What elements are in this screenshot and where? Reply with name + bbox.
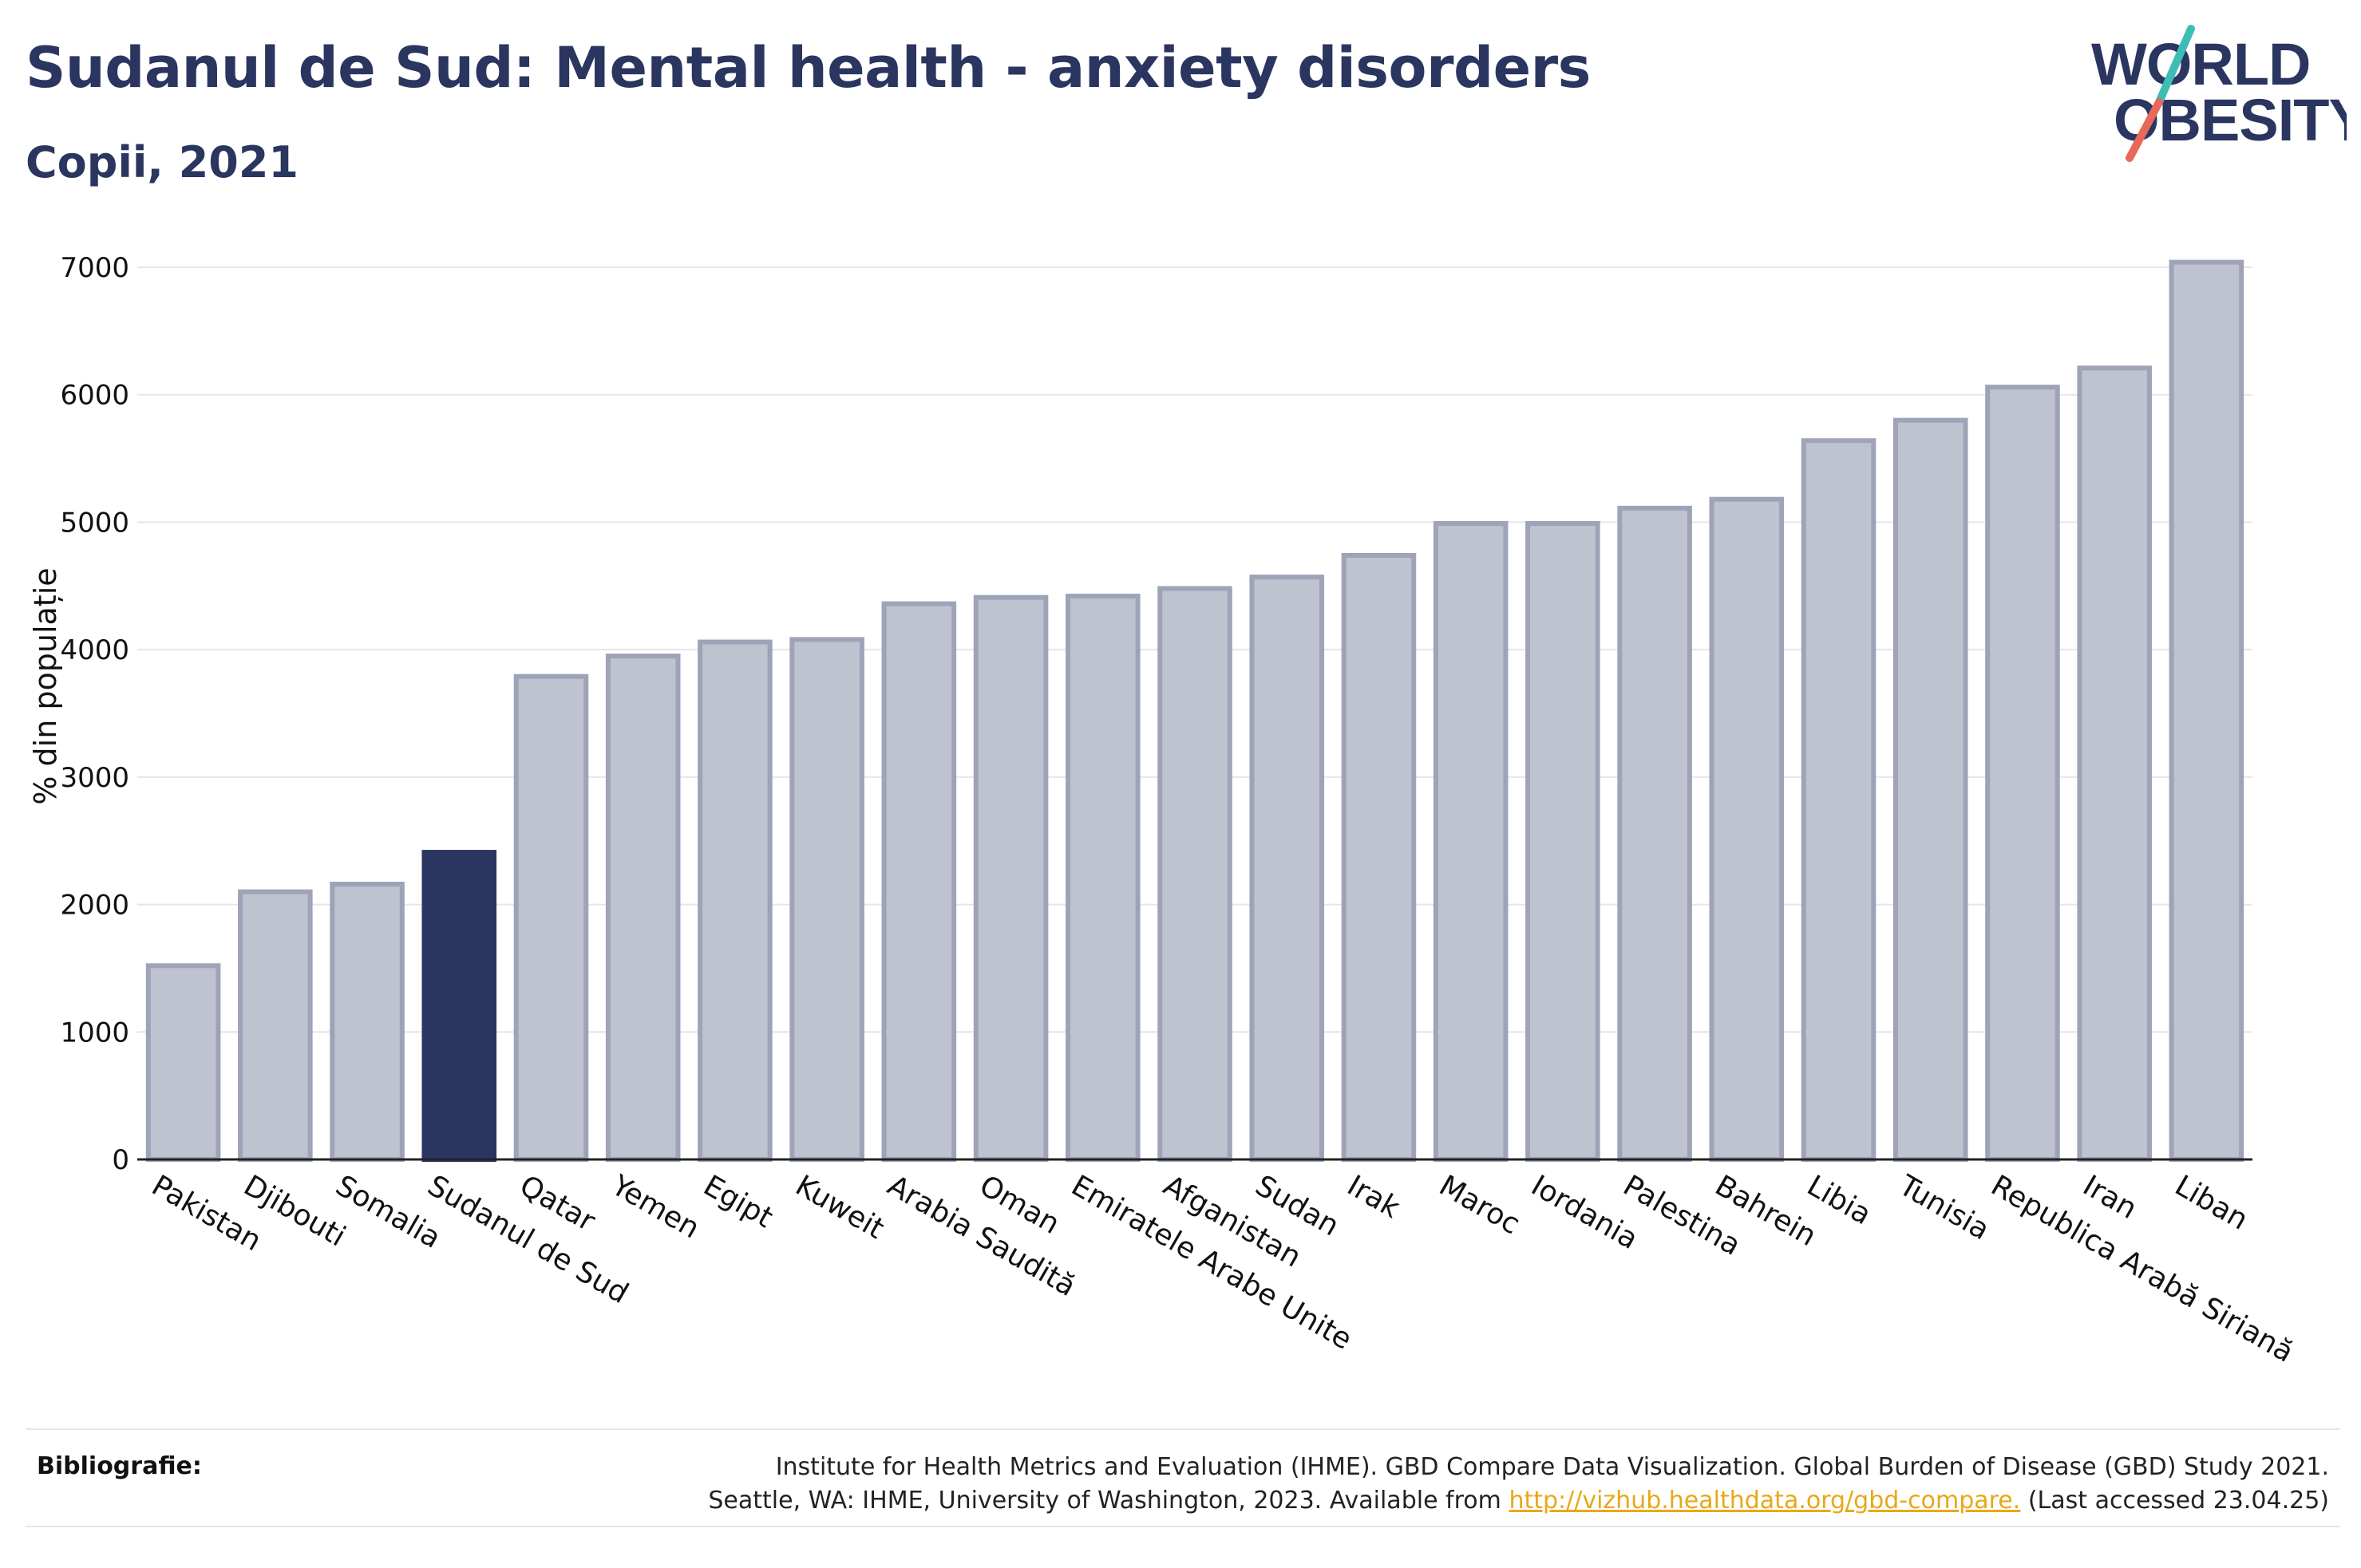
bibliography-label: Bibliografie: [37,1452,202,1480]
bar-qatar [513,673,589,1162]
bar-republica-arab-sirian- [1985,385,2060,1163]
y-tick-label: 4000 [60,634,129,666]
y-tick-label: 5000 [60,507,129,539]
y-tick-label: 3000 [60,762,129,794]
bar-egipt [698,639,773,1162]
x-tick-label: Irak [1342,1169,1406,1225]
bar-somalia [330,882,405,1162]
bar-oman [973,594,1049,1162]
logo-line1: WORLD [2091,31,2311,97]
y-tick-label: 6000 [60,380,129,412]
x-tick-label: Iran [2078,1169,2142,1226]
y-tick-labels: 0 1000 2000 3000 4000 5000 6000 7000 [60,252,129,1176]
world-obesity-logo: WORLD OBESITY [2091,25,2347,162]
chart-subtitle: Copii, 2021 [26,137,299,188]
bar-sudan [1249,575,1325,1162]
x-tick-label: Liban [2169,1169,2253,1236]
bar-irak [1341,552,1417,1162]
x-tick-label: Kuweit [790,1169,890,1246]
x-tick-label: Somalia [330,1169,446,1255]
bar-arabia-saudit- [881,601,957,1162]
bar-liban [2169,259,2244,1162]
bibliography-line2-suffix: (Last accessed 23.04.25) [2027,1487,2329,1515]
bibliography-text: Institute for Health Metrics and Evaluat… [413,1451,2329,1518]
bar-emiratele-arabe-unite [1066,594,1141,1162]
bibliography-line2-prefix: Seattle, WA: IHME, University of Washing… [708,1487,1501,1515]
bibliography-line2: Seattle, WA: IHME, University of Washing… [413,1484,2329,1518]
bar-pakistan [145,963,221,1162]
bar-djibouti [238,889,313,1162]
logo-stroke-teal [2155,25,2195,106]
bar-sudanul-de-sud [421,850,497,1163]
bar-afganistan [1157,586,1232,1162]
bar-iordania [1525,521,1600,1162]
bar-yemen [605,654,681,1162]
bibliography-line1: Institute for Health Metrics and Evaluat… [775,1453,2329,1481]
bibliography-link[interactable]: http://vizhub.healthdata.org/gbd-compare… [1509,1487,2021,1515]
bar-libia [1801,438,1877,1162]
x-tick-label: Egipt [698,1169,778,1234]
bar-palestina [1617,505,1692,1162]
bar-bahrein [1709,496,1785,1162]
y-axis-label: % din populație [28,567,63,804]
y-tick-label: 2000 [60,890,129,922]
x-tick-label: Republica Arabă Siriană [1985,1169,2299,1369]
chart-title: Sudanul de Sud: Mental health - anxiety … [26,35,1591,101]
bar-iran [2077,365,2152,1163]
bars [145,259,2244,1163]
logo-stroke-coral [2126,98,2163,162]
footer-divider-top [26,1428,2340,1430]
bar-chart: 0 1000 2000 3000 4000 5000 6000 7000 PakistanDj… [28,252,2299,1369]
bar-maroc [1433,521,1509,1162]
bar-kuweit [789,637,864,1162]
x-tick-label: Maroc [1434,1169,1525,1241]
footer-divider-bottom [26,1526,2340,1527]
y-tick-label: 0 [112,1144,129,1176]
y-tick-label: 7000 [60,252,129,284]
x-tick-label: Tunisia [1892,1169,1995,1246]
x-tick-label: Yemen [605,1169,705,1246]
bar-tunisia [1892,417,1968,1162]
y-tick-label: 1000 [60,1017,129,1049]
